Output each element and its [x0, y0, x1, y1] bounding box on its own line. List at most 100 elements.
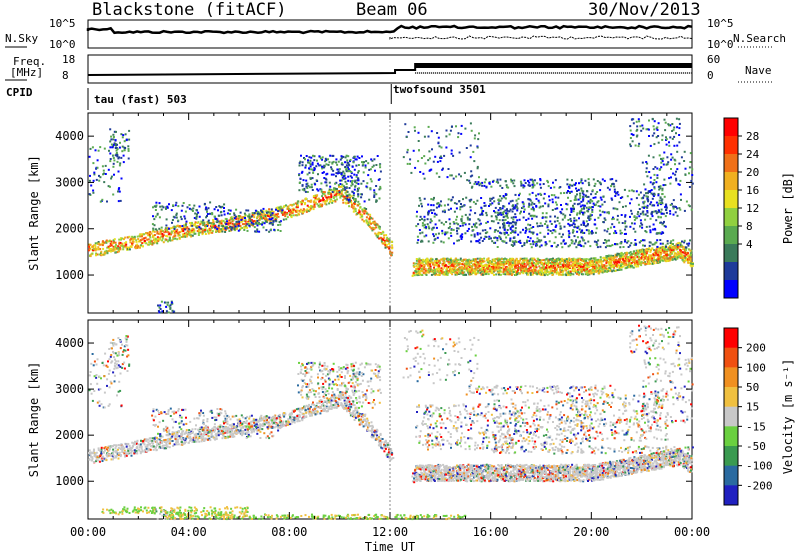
power-cell: [442, 241, 445, 244]
power-cell: [510, 222, 513, 225]
power-cell: [596, 201, 599, 204]
power-cell: [136, 246, 139, 249]
power-cell: [368, 217, 371, 220]
power-cell: [342, 201, 345, 204]
power-cell: [500, 261, 503, 264]
power-cell: [342, 195, 345, 198]
power-cell: [231, 220, 234, 223]
power-cell: [506, 229, 509, 231]
power-cell: [488, 235, 491, 238]
power-cell: [215, 206, 218, 208]
power-cell: [539, 192, 542, 195]
power-cell: [420, 240, 422, 243]
power-cell: [502, 261, 505, 264]
power-cell: [434, 223, 437, 226]
power-cell: [338, 191, 341, 194]
power-cell: [140, 244, 143, 247]
power-cell: [370, 222, 373, 225]
power-cell: [576, 236, 579, 239]
power-cell: [476, 199, 479, 202]
power-cell: [266, 211, 268, 214]
power-cell: [476, 257, 479, 260]
power-cell: [556, 271, 559, 274]
power-cell: [546, 224, 549, 227]
power-cell: [320, 190, 323, 193]
power-cell: [174, 226, 177, 229]
power-cell: [635, 252, 638, 255]
power-cell: [357, 171, 360, 174]
power-cell: [101, 244, 104, 247]
power-cell: [559, 260, 562, 263]
power-cell: [319, 199, 322, 202]
power-cell: [601, 210, 604, 213]
power-cell: [576, 190, 578, 192]
power-cell: [482, 265, 485, 268]
power-cell: [546, 266, 549, 269]
power-cell: [201, 231, 204, 234]
power-cell: [367, 224, 370, 226]
power-cell: [578, 265, 581, 268]
power-cell: [637, 211, 640, 213]
power-cell: [391, 247, 394, 250]
power-cell: [113, 238, 116, 241]
power-cell: [663, 255, 666, 257]
power-cell: [645, 225, 648, 228]
power-cell: [567, 230, 570, 233]
power-cell: [244, 214, 247, 217]
power-cell: [430, 220, 433, 222]
power-cell: [569, 272, 572, 275]
power-cell: [649, 229, 652, 232]
power-cell: [474, 202, 477, 205]
power-cell: [558, 272, 561, 275]
power-cell: [186, 226, 189, 229]
power-cell: [518, 262, 521, 265]
power-cell: [665, 255, 668, 258]
power-cell: [581, 237, 584, 240]
power-cell: [262, 226, 265, 229]
power-cell: [636, 255, 639, 258]
power-cell: [657, 209, 660, 212]
power-cell: [220, 228, 223, 231]
power-cell: [222, 225, 225, 228]
power-cell: [509, 266, 512, 269]
power-cell: [616, 266, 619, 269]
power-cell: [344, 166, 347, 168]
power-cell: [341, 174, 344, 177]
power-cell: [689, 253, 692, 256]
power-cell: [462, 260, 465, 263]
power-cell: [523, 259, 526, 262]
power-cell: [453, 222, 456, 225]
power-cell: [246, 229, 249, 232]
power-cell: [467, 261, 470, 264]
power-cell: [335, 188, 338, 190]
power-cell: [182, 228, 185, 230]
power-cell: [453, 269, 456, 272]
power-cell: [447, 258, 450, 261]
power-cell: [416, 235, 419, 238]
power-cell: [507, 224, 510, 227]
power-cell: [498, 219, 501, 222]
power-cell: [438, 203, 441, 206]
power-cell: [586, 272, 589, 275]
power-cell: [307, 184, 310, 187]
power-cell: [219, 230, 222, 233]
power-cell: [436, 260, 439, 263]
power-cell: [518, 192, 521, 195]
power-cell: [523, 263, 526, 265]
power-cell: [222, 220, 225, 223]
power-cell: [344, 201, 347, 204]
power-cell: [144, 236, 147, 239]
power-cell: [680, 252, 683, 255]
power-cell: [349, 158, 352, 161]
power-cell: [435, 263, 438, 266]
power-cell: [339, 196, 342, 199]
power-cell: [238, 223, 241, 226]
power-cell: [321, 199, 324, 202]
power-cell: [378, 232, 381, 235]
power-cell: [494, 260, 497, 263]
power-cell: [541, 272, 544, 275]
power-cell: [673, 245, 676, 248]
power-cell: [659, 231, 662, 234]
power-cell: [170, 209, 173, 212]
power-cell: [279, 230, 282, 232]
